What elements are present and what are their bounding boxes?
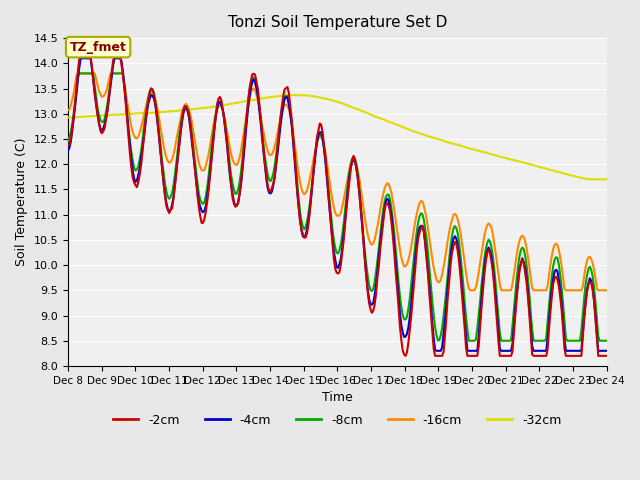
Text: TZ_fmet: TZ_fmet bbox=[70, 41, 127, 54]
X-axis label: Time: Time bbox=[322, 391, 353, 404]
Legend: -2cm, -4cm, -8cm, -16cm, -32cm: -2cm, -4cm, -8cm, -16cm, -32cm bbox=[108, 409, 566, 432]
Y-axis label: Soil Temperature (C): Soil Temperature (C) bbox=[15, 138, 28, 266]
Title: Tonzi Soil Temperature Set D: Tonzi Soil Temperature Set D bbox=[228, 15, 447, 30]
